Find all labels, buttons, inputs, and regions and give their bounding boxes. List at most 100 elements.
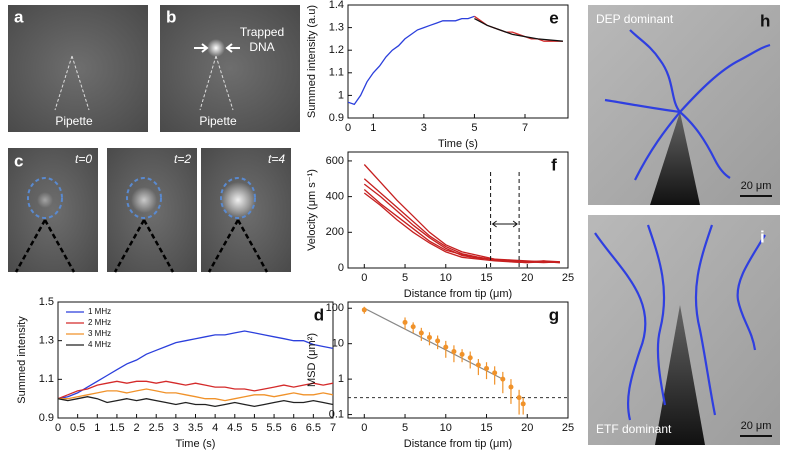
label: Trapped [240,25,284,39]
pipette [650,112,700,205]
point [402,319,408,325]
micrograph [8,148,98,272]
chart: 0.1 1 10 100 0 5 10 15 20 25 Distance from tip (μm… [306,301,574,450]
dna-glow [37,192,53,208]
range-arrow [491,220,518,228]
x-tick-label: 1.5 [109,422,124,434]
pipette-outline [54,55,73,111]
y-tick-label: 0.9 [39,412,54,424]
caption: Pipette [55,114,93,128]
y-tick-label: 1.4 [329,0,344,11]
x-tick-label: 15 [480,272,492,284]
point [500,376,506,382]
panel-a: a Pipette [8,5,148,132]
panel-letter: h [760,11,770,30]
y-tick-label: 0.1 [329,408,344,420]
x-tick-label: 7 [330,422,336,434]
trap-region [126,177,162,219]
x-tick-label: 6 [291,422,297,434]
y-tick-label: 1.3 [329,22,344,34]
y-axis-label: MSD (μm²) [306,333,318,387]
x-axis-label: Time (s) [176,438,216,450]
x-tick-label: 25 [562,422,574,434]
y-tick-label: 1 [338,89,344,101]
x-tick-label: 3 [173,422,179,434]
pipette-outline [207,219,269,273]
legend-label: 1 MHz [88,307,111,316]
plot-frame [347,301,569,419]
panel-c: t=0 t=2 t=4 c [8,148,291,273]
series-line [58,330,333,400]
panel-letter: g [549,305,559,324]
panel-letter: f [551,155,557,174]
frame-label: t=4 [268,152,285,166]
x-tick-label: 1 [94,422,100,434]
series-line [58,396,333,408]
dna-glow [220,182,256,218]
series-line [58,380,333,400]
pipette [655,305,705,445]
frame-label: t=0 [75,152,92,166]
panel-letter: b [166,7,176,26]
chart: 0.9 1 1.1 1.2 1.3 1.4 0 1 3 5 7 Time (s) Summed inte… [306,0,569,150]
plot-frame [347,4,569,119]
y-tick-label: 1.1 [39,373,54,385]
label: DNA [249,40,274,54]
panel-h: h DEP dominant 20 μm [588,5,780,205]
x-tick-label: 4.5 [227,422,242,434]
chart: 0 200 400 600 0 5 10 15 20 25 Distance from tip (μ… [306,151,574,300]
x-tick-label: 0 [361,422,367,434]
pipette-outline [71,55,90,111]
fit-line [364,307,504,380]
series-line [363,178,560,264]
y-tick-label: 0.9 [329,112,344,124]
x-axis-label: Time (s) [438,138,478,150]
arrow [194,43,209,53]
x-tick-label: 0.5 [70,422,85,434]
x-tick-label: 10 [440,272,452,284]
series-line [363,192,560,264]
scale-label: 20 μm [741,420,772,432]
point [520,401,526,407]
x-tick-label: 0 [345,122,351,134]
x-tick-label: 3 [421,122,427,134]
point [426,334,432,340]
y-axis-label: Summed intensity (a.u) [306,5,318,118]
y-tick-label: 0 [338,262,344,274]
point [410,324,416,330]
x-tick-label: 5 [402,422,408,434]
panel-letter: d [314,305,324,324]
x-tick-label: 7 [522,122,528,134]
legend-label: 3 MHz [88,329,111,338]
caption: Pipette [199,114,237,128]
x-tick-label: 25 [562,272,574,284]
x-axis-label: Distance from tip (μm) [404,288,512,300]
point [451,349,457,355]
panel-i: i ETF dominant 20 μm [588,215,780,445]
scale-label: 20 μm [741,180,772,192]
x-tick-label: 6.5 [306,422,321,434]
point [492,370,498,376]
y-tick-label: 1.5 [39,296,54,308]
x-axis-label: Distance from tip (μm) [404,438,512,450]
panel-title: DEP dominant [596,12,674,26]
series-line [58,388,333,402]
panel-letter: e [549,8,558,27]
y-tick-label: 400 [326,191,344,203]
trap-region [220,177,256,219]
pipette-outline [215,55,234,111]
point [516,395,522,401]
y-tick-label: 200 [326,226,344,238]
legend-label: 4 MHz [88,340,111,349]
x-tick-label: 2 [134,422,140,434]
series-line [363,164,560,264]
y-tick-label: 1.3 [39,335,54,347]
point [443,344,449,350]
x-tick-label: 5.5 [266,422,281,434]
y-tick-label: 10 [332,338,344,350]
x-tick-label: 4 [212,422,218,434]
pipette-outline [14,219,76,273]
y-tick-label: 1.2 [329,44,344,56]
y-axis-label: Velocity (μm s⁻¹) [306,169,318,251]
